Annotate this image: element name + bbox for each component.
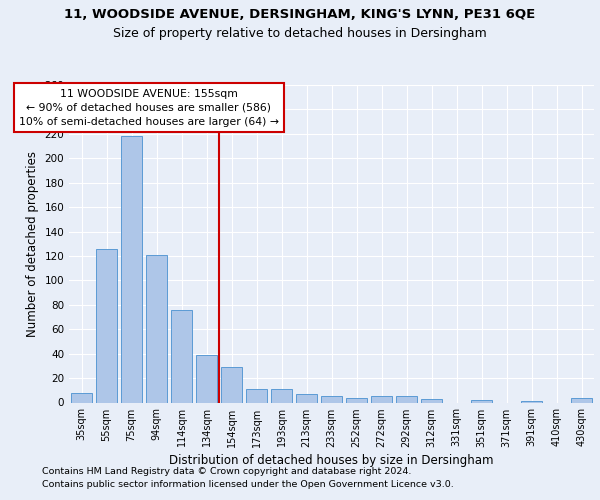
Bar (121, 136, 142, 402)
Text: 11, WOODSIDE AVENUE, DERSINGHAM, KING'S LYNN, PE31 6QE: 11, WOODSIDE AVENUE, DERSINGHAM, KING'S … (64, 8, 536, 20)
Bar (321, 396, 342, 402)
Bar (171, 310, 192, 402)
Bar (271, 389, 292, 402)
Bar (96, 248, 117, 402)
Bar (71, 392, 92, 402)
Bar (246, 389, 267, 402)
Bar (571, 398, 592, 402)
Text: Size of property relative to detached houses in Dersingham: Size of property relative to detached ho… (113, 28, 487, 40)
Bar (396, 396, 417, 402)
Bar (221, 367, 242, 402)
Bar (296, 394, 317, 402)
Bar (371, 396, 392, 402)
Text: Contains public sector information licensed under the Open Government Licence v3: Contains public sector information licen… (42, 480, 454, 489)
Bar (471, 400, 492, 402)
Y-axis label: Number of detached properties: Number of detached properties (26, 151, 39, 337)
Bar (421, 399, 442, 402)
Bar (146, 254, 167, 402)
X-axis label: Distribution of detached houses by size in Dersingham: Distribution of detached houses by size … (169, 454, 494, 467)
Bar (196, 355, 217, 403)
Text: Contains HM Land Registry data © Crown copyright and database right 2024.: Contains HM Land Registry data © Crown c… (42, 467, 412, 476)
Bar (346, 398, 367, 402)
Text: 11 WOODSIDE AVENUE: 155sqm
← 90% of detached houses are smaller (586)
10% of sem: 11 WOODSIDE AVENUE: 155sqm ← 90% of deta… (19, 88, 279, 126)
